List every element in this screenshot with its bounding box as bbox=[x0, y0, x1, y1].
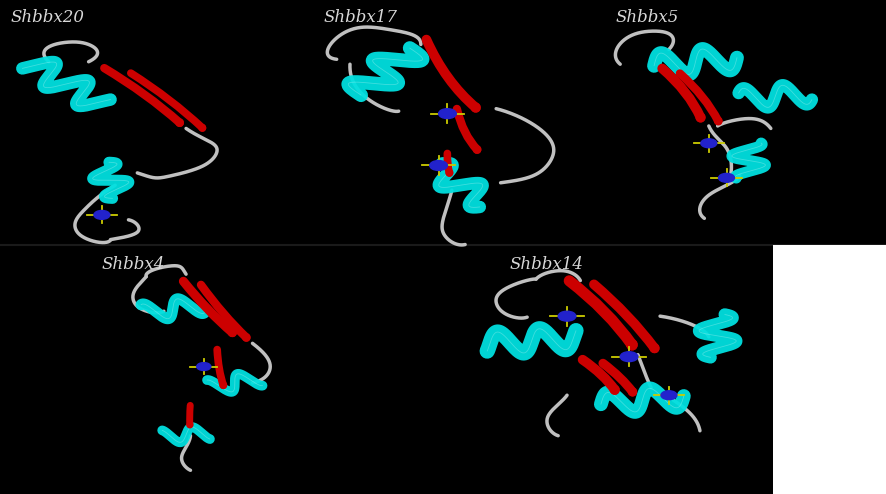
Circle shape bbox=[94, 210, 110, 219]
Circle shape bbox=[719, 173, 734, 182]
Circle shape bbox=[661, 391, 677, 400]
Circle shape bbox=[620, 352, 638, 362]
Text: Shbbx14: Shbbx14 bbox=[509, 256, 584, 273]
Circle shape bbox=[430, 161, 447, 170]
Circle shape bbox=[558, 311, 576, 321]
Bar bbox=[773, 245, 886, 494]
Text: Shbbx17: Shbbx17 bbox=[323, 9, 398, 26]
Circle shape bbox=[197, 363, 211, 370]
Text: Shbbx5: Shbbx5 bbox=[616, 9, 680, 26]
Text: Shbbx20: Shbbx20 bbox=[11, 9, 85, 26]
Circle shape bbox=[701, 139, 717, 148]
Circle shape bbox=[439, 109, 456, 119]
Text: Shbbx4: Shbbx4 bbox=[102, 256, 166, 273]
